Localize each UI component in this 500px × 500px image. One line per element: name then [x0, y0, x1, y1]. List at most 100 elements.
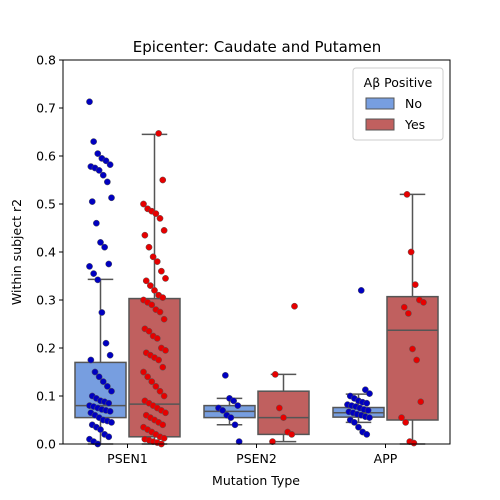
data-point-yes [151, 287, 158, 294]
data-point-yes [413, 356, 420, 364]
data-point-yes [400, 303, 408, 311]
data-point-yes [160, 392, 168, 400]
data-point-yes [158, 267, 165, 275]
data-point-yes [162, 347, 169, 354]
data-point-no [102, 339, 110, 347]
data-point-yes [405, 310, 412, 317]
y-tick-label: 0.0 [36, 437, 56, 452]
data-point-yes [149, 253, 157, 261]
data-point-no [351, 419, 358, 426]
data-point-no [97, 239, 104, 246]
data-point-no [87, 356, 95, 364]
data-point-yes [140, 368, 147, 376]
box-yes-psen2 [257, 390, 310, 436]
data-point-no [90, 138, 97, 145]
legend-label-yes: Yes [404, 117, 425, 132]
legend-swatch-yes [365, 118, 395, 131]
chart-title: Epicenter: Caudate and Putamen [133, 38, 381, 56]
data-point-yes [276, 404, 283, 412]
data-point-yes [152, 210, 160, 217]
data-point-yes [156, 308, 164, 316]
data-point-yes [160, 227, 168, 234]
data-point-yes [159, 363, 167, 371]
data-point-no [106, 408, 114, 415]
data-point-no [105, 399, 113, 407]
data-point-yes [160, 315, 168, 323]
data-point-yes [155, 130, 162, 137]
data-point-no [97, 426, 104, 433]
data-point-no [91, 368, 99, 376]
data-point-no [363, 399, 371, 407]
data-point-yes [160, 434, 168, 442]
data-point-yes [162, 409, 169, 417]
data-point-yes [153, 335, 161, 342]
data-point-no [98, 309, 106, 316]
data-point-yes [156, 387, 164, 395]
data-point-no [90, 270, 97, 277]
data-point-yes [155, 356, 162, 364]
y-tick-label: 0.3 [36, 293, 56, 308]
y-tick-label: 0.1 [36, 389, 56, 404]
data-point-yes [410, 439, 418, 447]
data-point-yes [147, 282, 154, 289]
data-point-no [102, 157, 110, 165]
data-point-yes [417, 398, 425, 406]
data-point-yes [407, 248, 415, 256]
legend-swatch-no [365, 97, 395, 110]
data-point-yes [162, 275, 169, 282]
data-point-no [94, 150, 102, 157]
x-tick-label: APP [374, 451, 398, 466]
data-point-no [88, 198, 96, 205]
data-point-yes [288, 431, 296, 438]
data-point-no [105, 260, 113, 268]
data-point-no [106, 351, 114, 359]
data-point-yes [420, 299, 427, 306]
box-yes-app [386, 295, 439, 421]
data-point-no [230, 397, 237, 405]
data-point-no [99, 171, 107, 179]
data-point-no [235, 438, 243, 445]
data-point-no [94, 276, 102, 284]
data-point-no [104, 383, 111, 390]
data-point-yes [145, 243, 153, 251]
data-point-no [357, 287, 365, 294]
data-point-yes [159, 421, 167, 429]
x-tick-label: PSEN1 [107, 451, 148, 466]
legend-label-no: No [405, 96, 422, 111]
data-point-no [231, 421, 239, 429]
data-point-no [95, 167, 103, 174]
x-axis-label: Mutation Type [212, 473, 300, 488]
data-point-no [105, 433, 113, 441]
data-point-yes [141, 231, 149, 239]
data-point-yes [280, 414, 287, 421]
y-tick-label: 0.4 [36, 245, 56, 260]
data-point-no [366, 414, 373, 421]
data-point-yes [159, 294, 167, 301]
box-yes-psen1 [128, 297, 181, 438]
data-point-no [234, 402, 242, 409]
y-tick-label: 0.7 [36, 101, 56, 116]
data-point-no [108, 194, 115, 202]
data-point-yes [156, 215, 164, 222]
data-point-no [227, 414, 235, 421]
data-point-yes [291, 302, 298, 310]
y-tick-label: 0.6 [36, 149, 56, 164]
data-point-no [104, 178, 111, 186]
data-point-no [86, 263, 93, 270]
data-point-yes [159, 176, 167, 184]
data-point-yes [142, 277, 150, 285]
data-point-no [99, 378, 107, 385]
data-point-no [95, 373, 103, 381]
data-point-yes [152, 383, 160, 390]
data-point-yes [144, 373, 151, 381]
data-point-no [364, 407, 372, 414]
data-point-yes [409, 345, 416, 353]
data-point-no [101, 243, 108, 251]
data-point-no [363, 431, 371, 438]
data-point-no [93, 219, 100, 227]
data-point-yes [140, 200, 147, 208]
data-point-no [222, 372, 229, 379]
data-point-no [355, 423, 362, 431]
y-tick-label: 0.8 [36, 53, 56, 68]
